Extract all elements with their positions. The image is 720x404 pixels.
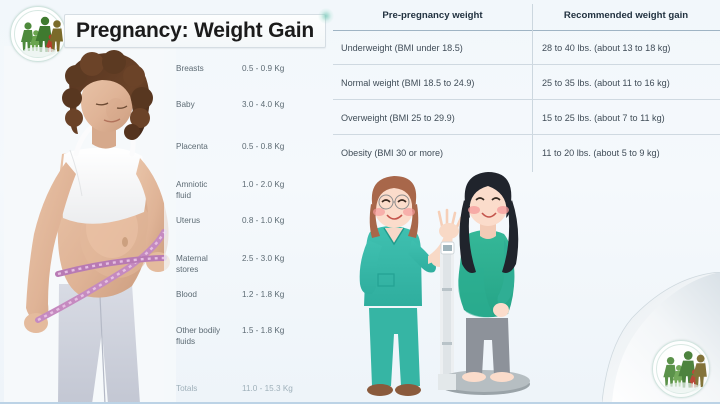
table-row: Underweight (BMI under 18.5) 28 to 40 lbs… <box>333 31 720 65</box>
weight-row-value: 1.2 - 1.8 Kg <box>242 290 285 299</box>
weight-row: Uterus 0.8 - 1.0 Kg <box>176 216 328 227</box>
page-title: Pregnancy: Weight Gain <box>64 14 326 48</box>
weight-row-label: Maternal stores <box>176 254 208 274</box>
pregnant-woman-measuring-belly-photo <box>4 46 176 402</box>
table-row: Normal weight (BMI 18.5 to 24.9) 25 to 35… <box>333 66 720 100</box>
weight-row-value: 1.5 - 1.8 Kg <box>242 326 285 335</box>
weight-row-label: Totals <box>176 384 198 393</box>
weight-row-value: 0.8 - 1.0 Kg <box>242 216 285 225</box>
weight-breakdown-list: Breasts 0.5 - 0.9 Kg Baby 3.0 - 4.0 Kg Place… <box>176 58 328 398</box>
table-cell-recommended-weight-gain: 25 to 35 lbs. (about 11 to 16 kg) <box>542 77 670 88</box>
table-column-divider <box>532 4 533 172</box>
weight-row: Maternal stores 2.5 - 3.0 Kg <box>176 254 328 275</box>
table-header-recommended-weight-gain: Recommended weight gain <box>563 9 689 21</box>
weight-row-label: Uterus <box>176 216 201 225</box>
table-row: Obesity (BMI 30 or more) 11 to 20 lbs. (a… <box>333 136 720 170</box>
family-silhouettes-icon <box>20 16 63 57</box>
weight-row-value: 11.0 - 15.3 Kg <box>242 384 293 393</box>
weight-row-label: Blood <box>176 290 197 299</box>
recommended-weight-gain-table: Pre-pregnancy weight Recommended weight … <box>333 0 720 175</box>
table-row: Overweight (BMI 25 to 29.9) 15 to 25 lbs.… <box>333 101 720 135</box>
weight-row-value: 0.5 - 0.8 Kg <box>242 142 285 151</box>
table-header-row: Pre-pregnancy weight Recommended weight … <box>333 0 720 31</box>
weight-row-label: Other bodily fluids <box>176 326 221 346</box>
table-cell-pre-pregnancy-weight: Overweight (BMI 25 to 29.9) <box>341 112 455 123</box>
table-cell-pre-pregnancy-weight: Obesity (BMI 30 or more) <box>341 148 444 158</box>
weight-row: Blood 1.2 - 1.8 Kg <box>176 290 328 301</box>
table-header-pre-pregnancy-weight: Pre-pregnancy weight <box>382 9 483 21</box>
weight-row-label: Breasts <box>176 64 204 73</box>
family-silhouettes-icon <box>663 351 707 393</box>
sparkle-icon <box>318 8 334 24</box>
weight-row: Baby 3.0 - 4.0 Kg <box>176 100 328 111</box>
weight-row: Breasts 0.5 - 0.9 Kg <box>176 64 328 75</box>
weight-row-label: Placenta <box>176 142 208 151</box>
table-cell-pre-pregnancy-weight: Normal weight (BMI 18.5 to 24.9) <box>341 77 475 88</box>
weight-row: Amniotic fluid 1.0 - 2.0 Kg <box>176 180 328 201</box>
table-cell-recommended-weight-gain: 28 to 40 lbs. (about 13 to 18 kg) <box>542 42 671 53</box>
family-logo-icon <box>10 6 66 62</box>
weight-row-value: 3.0 - 4.0 Kg <box>242 100 285 109</box>
weight-row: Totals 11.0 - 15.3 Kg <box>176 384 328 395</box>
weight-row-value: 0.5 - 0.9 Kg <box>242 64 285 73</box>
weight-row-label: Baby <box>176 100 195 109</box>
table-cell-recommended-weight-gain: 11 to 20 lbs. (about 5 to 9 kg) <box>542 148 660 158</box>
weight-row-value: 2.5 - 3.0 Kg <box>242 254 285 263</box>
page-title-text: Pregnancy: Weight Gain <box>76 19 314 42</box>
weight-row: Other bodily fluids 1.5 - 1.8 Kg <box>176 326 328 347</box>
weight-row-value: 1.0 - 2.0 Kg <box>242 180 285 189</box>
weight-row-label: Amniotic fluid <box>176 180 208 200</box>
family-logo-icon <box>652 340 710 398</box>
nurse-weighing-pregnant-woman-illustration <box>344 168 540 402</box>
table-cell-recommended-weight-gain: 15 to 25 lbs. (about 7 to 11 kg) <box>542 112 665 123</box>
table-cell-pre-pregnancy-weight: Underweight (BMI under 18.5) <box>341 42 463 53</box>
weight-row: Placenta 0.5 - 0.8 Kg <box>176 142 328 153</box>
